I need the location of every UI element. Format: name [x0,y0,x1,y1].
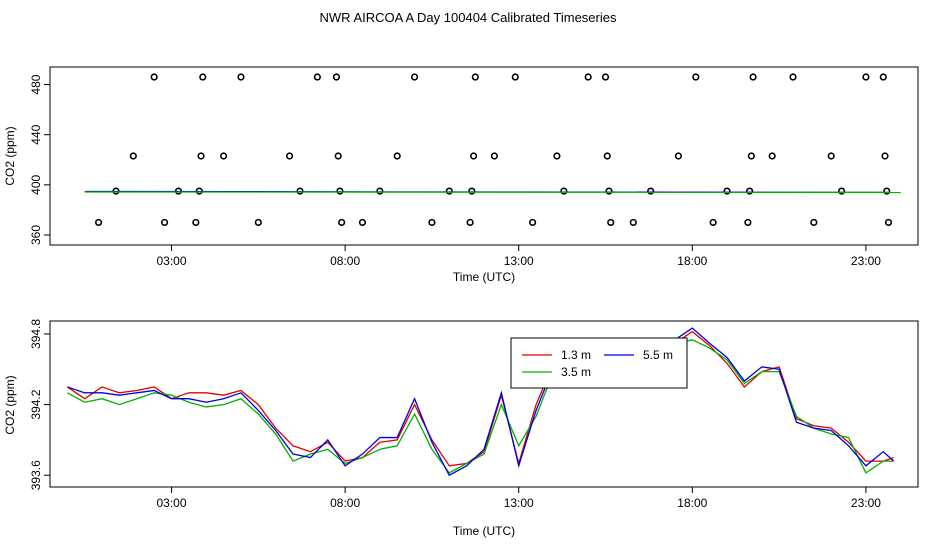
scatter-point [129,152,137,160]
bottom-y-tick-label: 394.8 [29,319,43,349]
bottom-x-tick-label: 13:00 [504,496,534,510]
scatter-point [827,152,835,160]
scatter-point [768,152,776,160]
scatter-point [883,187,891,195]
scatter-point [747,152,755,160]
legend-label-3: 5.5 m [643,348,673,362]
top-y-tick-label: 480 [29,74,43,94]
scatter-point [192,218,200,227]
scatter-point [746,187,754,195]
bottom-x-tick-label: 08:00 [330,496,360,510]
scatter-point [150,73,158,81]
scatter-point [862,73,870,81]
scatter-point [601,73,610,81]
top-lines [84,190,901,194]
scatter-point [810,218,818,227]
scatter-point [471,73,479,81]
scatter-point [376,187,384,195]
legend-label-2: 3.5 m [561,365,591,379]
bottom-x-tick-label: 03:00 [157,496,187,510]
legend-label-1: 1.3 m [561,348,591,362]
top-x-tick-label: 13:00 [504,254,534,268]
top-panel: 03:00 08:00 13:00 18:00 23:00 360 400 440 480 T… [3,66,919,284]
scatter-point [553,152,561,160]
bottom-y-tick-label: 393.6 [29,460,43,490]
scatter-point [358,218,367,227]
scatter-point [410,73,419,81]
legend-box [510,337,688,389]
scatter-point [220,152,228,160]
bottom-series [66,327,895,477]
scatter-point [254,218,262,227]
scatter-point [197,152,205,160]
scatter-point [560,187,568,195]
scatter-point [313,73,321,81]
scatter-point [336,187,344,195]
scatter-point [338,218,346,227]
bottom-y-axis-title: CO2 (ppm) [3,375,17,434]
top-y-tick-label: 360 [29,225,43,245]
scatter-point [199,73,207,81]
scatter-point [603,152,611,160]
top-x-tick-label: 18:00 [677,254,707,268]
bottom-x-tick-label: 23:00 [851,496,881,510]
scatter-point [393,152,401,160]
scatter-point [647,187,655,195]
series-line-3-5-m [67,339,894,474]
scatter-point [723,187,731,195]
scatter-point [744,218,752,227]
scatter-point [95,218,103,227]
bottom-x-axis-title: Time (UTC) [453,524,515,538]
scatter-point [529,218,537,227]
scatter-point [749,73,757,81]
top-x-tick-label: 03:00 [157,254,187,268]
scatter-point [468,187,476,195]
scatter-point [428,218,436,227]
scatter-point [332,73,341,81]
scatter-point [445,187,453,195]
top-x-axis-title: Time (UTC) [453,270,515,284]
bottom-y-axis: 393.6 394.2 394.8 [29,319,51,490]
scatter-point [490,152,499,160]
scatter-point [296,187,304,195]
top-series-line [84,191,901,194]
top-x-axis: 03:00 08:00 13:00 18:00 23:00 [157,244,881,268]
scatter-point [884,218,893,227]
bottom-x-tick-label: 18:00 [677,496,707,510]
bottom-x-axis: 03:00 08:00 13:00 18:00 23:00 [157,486,881,510]
scatter-point [605,187,613,195]
bottom-plot-frame [49,320,919,488]
top-y-axis-title: CO2 (ppm) [3,126,17,185]
scatter-point [838,187,846,195]
top-points [95,73,893,227]
scatter-point [692,73,700,81]
scatter-point [709,218,717,227]
scatter-point [466,218,474,227]
scatter-point [160,218,169,227]
scatter-point [879,73,887,81]
top-y-axis: 360 400 440 480 [29,74,51,245]
scatter-point [607,218,615,227]
top-y-tick-label: 440 [29,124,43,144]
top-y-tick-label: 400 [29,174,43,194]
scatter-point [469,152,478,160]
legend: 1.3 m 3.5 m 5.5 m [510,337,688,389]
scatter-point [629,218,637,227]
scatter-point [511,73,519,81]
scatter-point [237,73,245,81]
top-x-tick-label: 08:00 [330,254,360,268]
series-line-5-5-m [67,327,895,477]
scatter-point [334,152,342,160]
scatter-point [789,73,797,81]
bottom-y-tick-label: 394.2 [29,389,43,419]
scatter-point [674,152,683,160]
top-x-tick-label: 23:00 [851,254,881,268]
scatter-point [881,152,889,160]
scatter-point [584,73,592,81]
top-plot-frame [49,66,919,246]
scatter-point [285,152,294,160]
bottom-panel: 03:00 08:00 13:00 18:00 23:00 393.6 394.2 394.… [3,319,919,538]
chart-title: NWR AIRCOA A Day 100404 Calibrated Times… [320,10,617,25]
